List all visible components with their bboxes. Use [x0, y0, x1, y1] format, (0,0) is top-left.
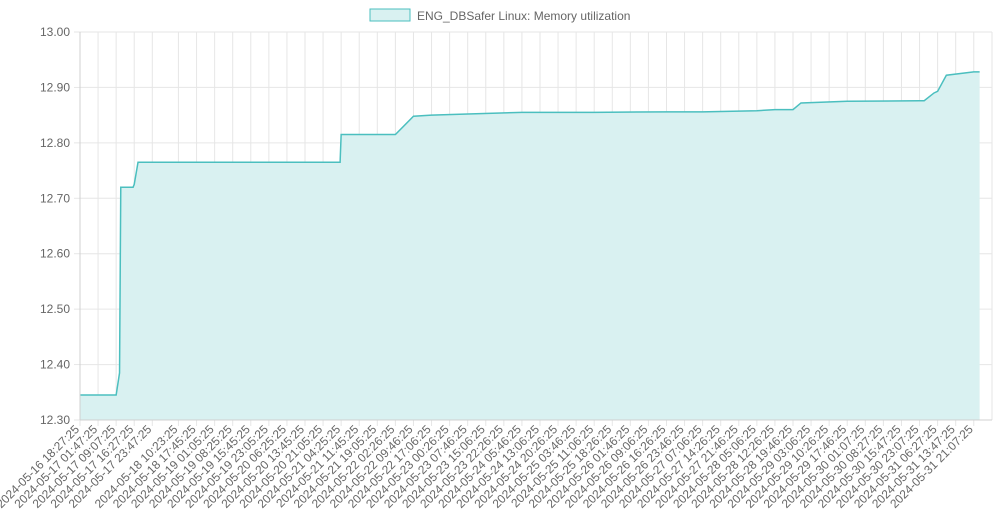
series-line	[80, 71, 980, 396]
y-tick-label: 12.50	[40, 302, 70, 316]
y-tick-label: 12.60	[40, 247, 70, 261]
legend-swatch	[369, 8, 411, 22]
plot-area	[80, 71, 980, 420]
y-tick-label: 12.40	[40, 358, 70, 372]
y-tick-label: 12.70	[40, 191, 70, 205]
y-tick-label: 12.90	[40, 80, 70, 94]
y-tick-label: 12.30	[40, 413, 70, 427]
series-area	[80, 71, 980, 420]
y-tick-label: 12.80	[40, 136, 70, 150]
legend-label: ENG_DBSafer Linux: Memory utilization	[417, 9, 630, 23]
y-axis: 12.30 12.40 12.50 12.60 12.70 12.80 12.90 13.00	[40, 25, 81, 427]
y-tick-label: 13.00	[40, 25, 70, 39]
legend[interactable]: ENG_DBSafer Linux: Memory utilization	[369, 8, 630, 23]
